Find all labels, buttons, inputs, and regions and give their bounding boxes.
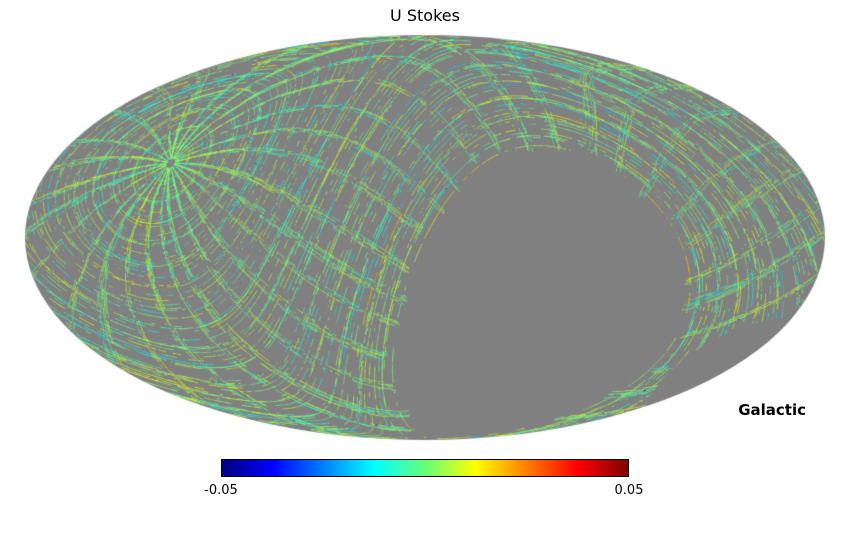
colorbar-max-tick-label: 0.05	[614, 483, 644, 498]
colorbar-gradient	[221, 459, 629, 477]
coordinate-system-label: Galactic	[738, 401, 806, 419]
chart-title: U Stokes	[390, 6, 460, 25]
colorbar-min-tick-label: -0.05	[204, 483, 238, 498]
